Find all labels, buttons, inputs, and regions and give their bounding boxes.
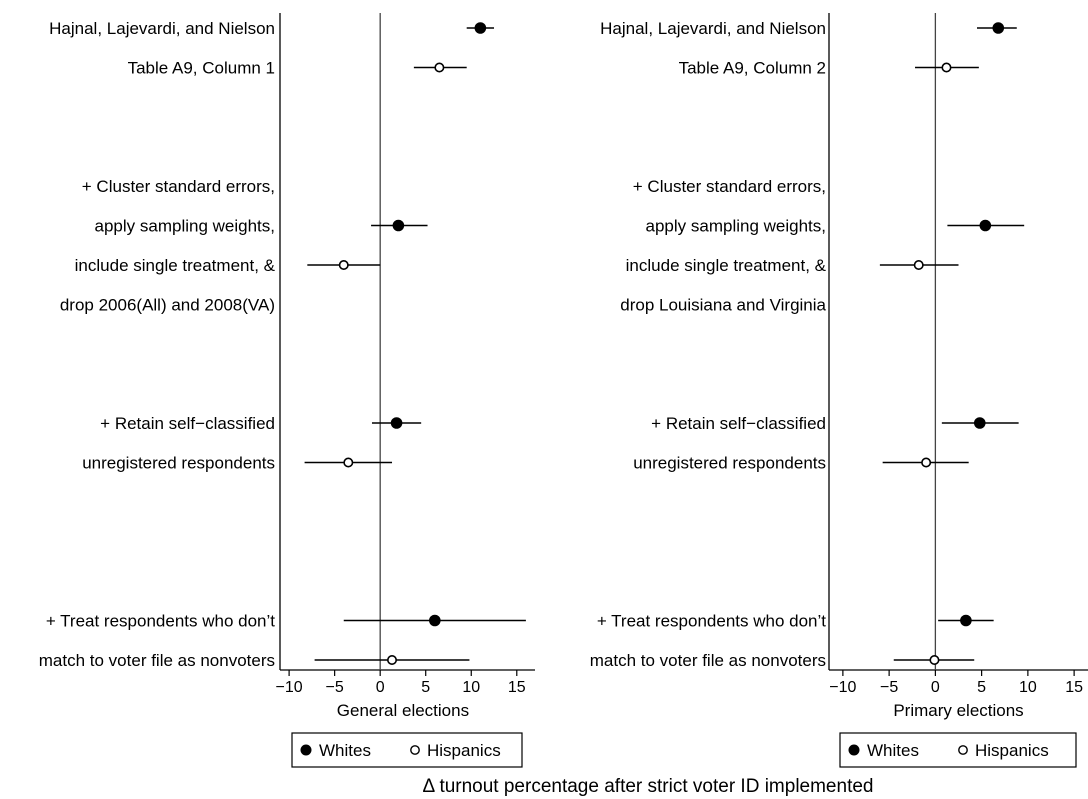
legend-hispanics-marker	[958, 745, 968, 755]
row-label: + Retain self−classified	[651, 414, 826, 433]
whites-point	[979, 219, 992, 232]
whites-point	[992, 22, 1005, 34]
x-tick-label: −10	[829, 679, 856, 696]
x-tick-label: 15	[1065, 679, 1083, 696]
whites-point	[392, 219, 405, 232]
figure-label: Δ turnout percentage after strict voter …	[423, 776, 874, 797]
row-label: drop Louisiana and Virginia	[620, 296, 826, 315]
x-axis-title: General elections	[337, 701, 469, 720]
row-label: Hajnal, Lajevardi, and Nielson	[49, 19, 275, 38]
row-label: + Cluster standard errors,	[82, 177, 275, 196]
hispanics-point	[929, 654, 940, 665]
row-label: + Treat respondents who don’t	[597, 612, 826, 631]
legend-hispanics-label: Hispanics	[427, 741, 501, 760]
row-label: include single treatment, &	[626, 256, 827, 275]
legend-box	[839, 732, 1077, 768]
x-tick-label: 5	[977, 679, 986, 696]
row-label: apply sampling weights,	[646, 217, 826, 236]
hispanics-point	[941, 62, 952, 73]
x-tick-label: 0	[931, 679, 940, 696]
legend-hispanics-marker	[410, 745, 420, 755]
legend-box	[291, 732, 523, 768]
row-label: apply sampling weights,	[95, 217, 275, 236]
whites-point	[960, 614, 972, 627]
hispanics-point	[434, 62, 445, 73]
hispanics-point	[338, 259, 349, 270]
row-label: match to voter file as nonvoters	[590, 651, 826, 670]
row-label: Table A9, Column 2	[679, 59, 826, 78]
hispanics-point	[921, 457, 932, 468]
row-label: + Treat respondents who don’t	[46, 612, 275, 631]
whites-point	[429, 614, 441, 627]
legend-whites-label: Whites	[867, 741, 919, 760]
x-tick-label: 5	[421, 679, 430, 696]
row-label: Hajnal, Lajevardi, and Nielson	[600, 19, 826, 38]
x-tick-label: −10	[276, 679, 303, 696]
row-label: unregistered respondents	[633, 454, 826, 473]
whites-point	[390, 417, 403, 429]
row-label: unregistered respondents	[82, 454, 275, 473]
x-tick-label: 10	[1019, 679, 1037, 696]
hispanics-point	[387, 654, 398, 665]
hispanics-point	[343, 457, 354, 468]
row-label: include single treatment, &	[75, 256, 276, 275]
hispanics-point	[913, 259, 924, 270]
legend-whites-marker	[848, 744, 860, 756]
row-label: + Cluster standard errors,	[633, 177, 826, 196]
x-tick-label: 0	[376, 679, 385, 696]
row-label: drop 2006(All) and 2008(VA)	[60, 296, 275, 315]
whites-point	[973, 417, 986, 429]
legend-whites-label: Whites	[319, 741, 371, 760]
row-label: match to voter file as nonvoters	[39, 651, 275, 670]
row-label: + Retain self−classified	[100, 414, 275, 433]
x-axis-title: Primary elections	[893, 701, 1023, 720]
x-tick-label: 10	[462, 679, 480, 696]
legend-hispanics-label: Hispanics	[975, 741, 1049, 760]
legend-whites-marker	[300, 744, 312, 756]
x-tick-label: 15	[508, 679, 526, 696]
x-tick-label: −5	[326, 679, 344, 696]
whites-point	[474, 22, 487, 34]
row-label: Table A9, Column 1	[128, 59, 275, 78]
x-tick-label: −5	[880, 679, 898, 696]
